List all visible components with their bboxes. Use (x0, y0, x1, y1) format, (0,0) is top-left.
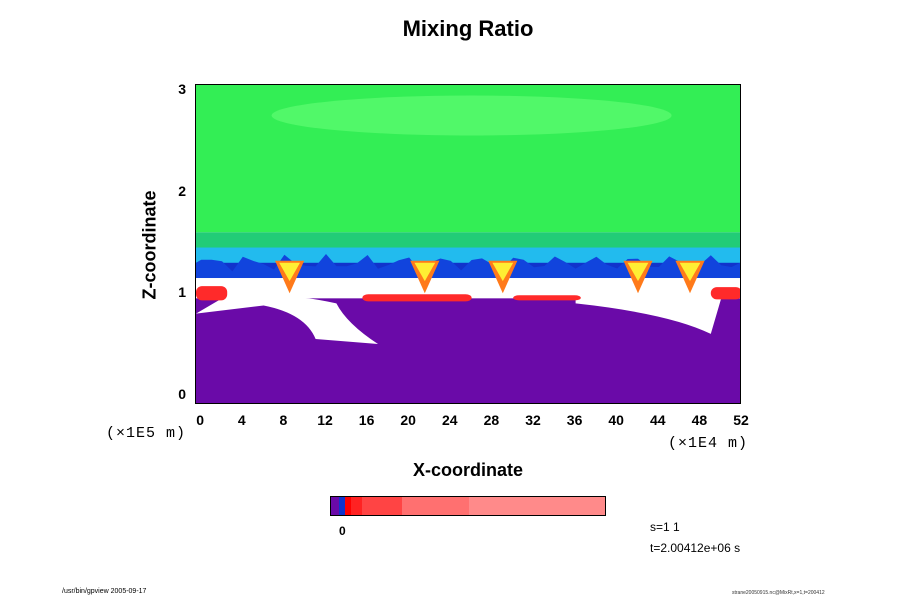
blue-band-edge (196, 254, 740, 279)
x-scale-label: (×1E4 m) (668, 435, 749, 452)
x-tick-label: 4 (237, 412, 246, 428)
x-tick-label: 24 (442, 412, 458, 428)
field-layer-2 (196, 247, 740, 265)
red-patch-1 (362, 294, 472, 302)
footer-left: /usr/bin/gpview 2005-09-17 (62, 588, 147, 595)
x-tick-label: 12 (317, 412, 333, 428)
red-patch-2 (513, 295, 581, 301)
plume-core-4 (679, 262, 701, 282)
plot-area (195, 84, 741, 404)
upper-highlight (271, 95, 672, 136)
colorbar-segment (401, 497, 470, 515)
y-tick-label: 3 (178, 81, 186, 98)
x-axis-label: X-coordinate (412, 460, 524, 480)
field-layer-4 (196, 298, 740, 403)
plume-core-2 (492, 262, 514, 282)
colorbar-segment (350, 497, 363, 515)
x-tick-label: 52 (733, 412, 749, 428)
cloud-region-east (575, 292, 722, 334)
y-tick-label: 1 (178, 284, 186, 301)
x-tick-label: 36 (566, 412, 583, 428)
chart-title: Mixing Ratio (402, 16, 534, 41)
footer-right: strane20050915.nc@MixRt,x=1,t=200412 (732, 590, 825, 596)
x-tick-label: 20 (400, 412, 416, 428)
x-tick-label: 32 (525, 412, 541, 428)
x-tick-label: 16 (358, 412, 375, 428)
plume-core-3 (627, 262, 649, 282)
x-tick-label: 0 (196, 412, 205, 428)
x-tick-label: 40 (608, 412, 624, 428)
x-tick-label: 48 (691, 412, 708, 428)
colorbar-segment (345, 497, 351, 515)
plume-core-0 (279, 262, 300, 282)
x-tick-label: 44 (650, 412, 666, 428)
mixing-ratio-heatmap (196, 85, 740, 403)
y-scale-label: (×1E5 m) (106, 425, 187, 442)
plume-core-1 (414, 262, 436, 282)
colorbar-segment (331, 497, 340, 515)
y-tick-label: 0 (178, 385, 186, 402)
colorbar-segment (362, 497, 402, 515)
cloud-region-west (196, 295, 378, 345)
x-tick-label: 28 (483, 412, 500, 428)
y-axis-label: Z-coordinate (139, 190, 160, 300)
colorbar-segment (469, 497, 605, 515)
y-tick-label: 2 (178, 182, 186, 199)
red-patch-3 (710, 287, 740, 300)
time-text: t=2.00412e+06 s (650, 541, 741, 555)
colorbar-segment (339, 497, 346, 515)
colorbar-label: 0 (339, 524, 346, 538)
s-index-text: s=1 1 (650, 520, 680, 534)
red-patch-0 (196, 286, 228, 301)
x-tick-label: 8 (279, 412, 288, 428)
colorbar (330, 496, 606, 516)
